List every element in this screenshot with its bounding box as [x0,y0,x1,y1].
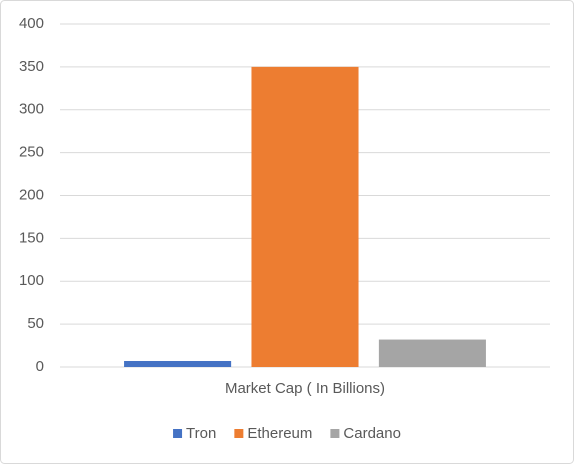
y-tick-label: 350 [19,58,44,75]
legend-swatch [330,429,340,438]
y-tick-label: 300 [19,101,44,118]
y-tick-label: 50 [27,315,44,332]
y-tick-label: 400 [19,15,44,32]
y-tick-label: 100 [19,272,44,289]
legend-swatch [173,429,183,438]
y-tick-label: 0 [36,358,44,375]
y-tick-label: 200 [19,186,44,203]
y-tick-label: 250 [19,144,44,161]
legend-swatch [234,429,244,438]
y-tick-label: 150 [19,229,44,246]
legend-label: Ethereum [247,425,312,442]
bar [378,339,486,367]
legend-label: Tron [186,425,216,442]
x-tick-label: Market Cap ( In Billions) [225,380,385,397]
legend: Tron Ethereum Cardano [173,425,401,442]
bar [251,66,359,367]
legend-label: Cardano [343,425,401,442]
bar [124,360,232,367]
